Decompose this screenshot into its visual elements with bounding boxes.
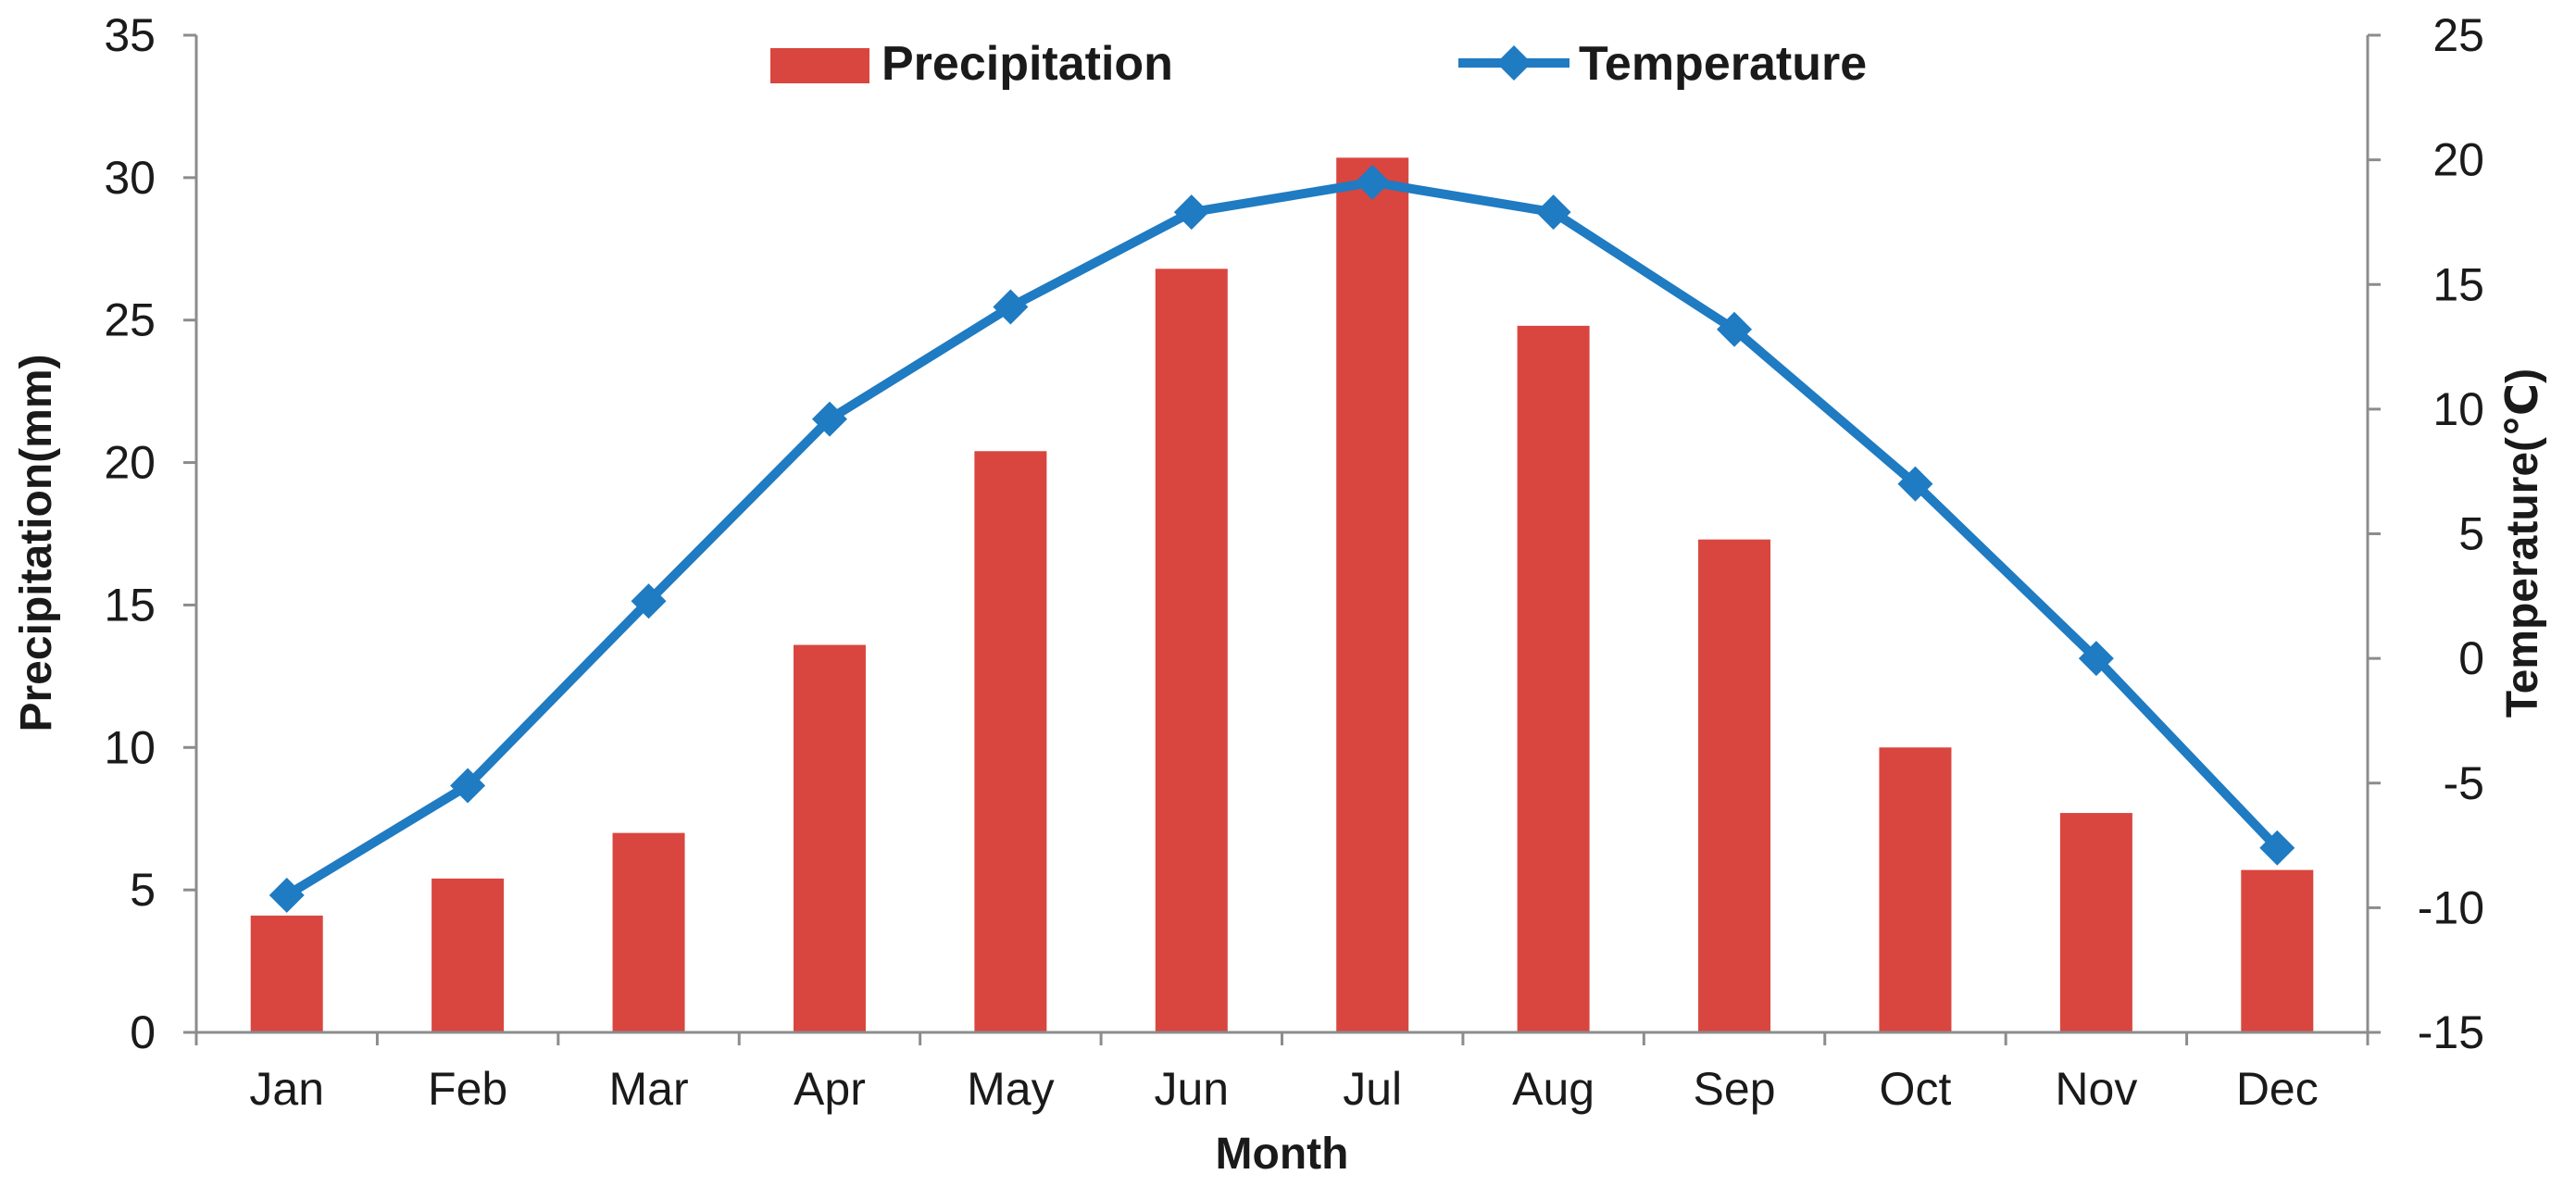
right-tick-label: 5	[2458, 508, 2484, 560]
bar-feb	[431, 878, 505, 1032]
right-tick-label: 0	[2458, 632, 2484, 684]
temp-marker-sep	[1717, 311, 1753, 347]
left-y-ticks: 0 5 10 15 20 25 30 35	[104, 9, 196, 1058]
left-tick-label: 15	[104, 579, 156, 631]
temp-marker-apr	[811, 401, 847, 437]
bar-apr	[793, 644, 866, 1032]
right-y-ticks: -15 -10 -5 0 5 10 15 20 25	[2368, 9, 2484, 1058]
bar-jan	[250, 915, 323, 1032]
temperature-line	[284, 177, 2281, 900]
legend-temperature-label: Temperature	[1579, 37, 1867, 91]
x-tick-label: Sep	[1694, 1063, 1776, 1115]
legend-precipitation-swatch	[770, 48, 869, 83]
x-tick-label: May	[967, 1063, 1054, 1115]
temp-marker-feb	[450, 768, 486, 804]
bar-nov	[2059, 813, 2132, 1032]
x-tick-label: Jan	[249, 1063, 324, 1115]
x-tick-label: Oct	[1880, 1063, 1952, 1115]
left-tick-label: 25	[104, 294, 156, 346]
right-tick-label: -10	[2418, 881, 2484, 933]
temp-marker-nov	[2078, 641, 2114, 677]
x-axis-title: Month	[1216, 1130, 1349, 1179]
bar-dec	[2241, 869, 2314, 1032]
bar-aug	[1517, 325, 1590, 1033]
bar-may	[974, 451, 1047, 1033]
left-tick-label: 35	[104, 9, 156, 61]
right-tick-label: 15	[2432, 258, 2484, 310]
right-y-axis-title: Temperature(℃)	[2498, 369, 2547, 718]
left-tick-label: 10	[104, 721, 156, 773]
temp-marker-mar	[631, 583, 667, 619]
right-tick-label: 25	[2432, 9, 2484, 61]
temp-marker-jan	[269, 877, 305, 913]
temp-marker-aug	[1535, 194, 1571, 231]
x-tick-label: Nov	[2055, 1063, 2137, 1115]
temp-marker-dec	[2259, 830, 2295, 866]
x-tick-label: Jul	[1343, 1063, 1402, 1115]
x-tick-label: Jun	[1154, 1063, 1229, 1115]
x-tick-label: Mar	[608, 1063, 688, 1115]
right-tick-label: 20	[2432, 134, 2484, 186]
right-tick-label: -5	[2444, 757, 2484, 809]
temperature-markers	[269, 164, 2295, 913]
temp-marker-jun	[1173, 194, 1209, 231]
bar-jun	[1155, 269, 1228, 1033]
right-tick-label: 10	[2432, 383, 2484, 435]
x-tick-label: Feb	[428, 1063, 507, 1115]
x-tick-label: Apr	[794, 1063, 866, 1115]
left-y-axis-title: Precipitation(mm)	[12, 354, 61, 731]
bar-oct	[1879, 747, 1952, 1032]
legend: Precipitation Temperature	[770, 37, 1867, 91]
x-tick-label: Dec	[2236, 1063, 2319, 1115]
temperature-line-layer	[284, 177, 2281, 900]
left-tick-label: 0	[130, 1006, 156, 1058]
axes	[194, 35, 2370, 1034]
bar-jul	[1336, 157, 1409, 1032]
legend-precipitation-label: Precipitation	[882, 37, 1173, 91]
right-tick-label: -15	[2418, 1006, 2484, 1058]
temp-marker-oct	[1897, 466, 1933, 502]
left-tick-label: 20	[104, 437, 156, 489]
left-tick-label: 30	[104, 152, 156, 204]
temp-marker-jul	[1355, 164, 1391, 200]
legend-temperature-marker	[1496, 45, 1532, 81]
x-ticks: Jan Feb Mar Apr May Jun Jul Aug Sep Oct Nov Dec	[194, 1032, 2370, 1115]
bar-mar	[612, 832, 685, 1032]
bar-sep	[1698, 539, 1771, 1032]
left-tick-label: 5	[130, 864, 156, 916]
temp-marker-may	[993, 289, 1029, 325]
x-tick-label: Aug	[1512, 1063, 1594, 1115]
precipitation-bars	[250, 157, 2314, 1033]
